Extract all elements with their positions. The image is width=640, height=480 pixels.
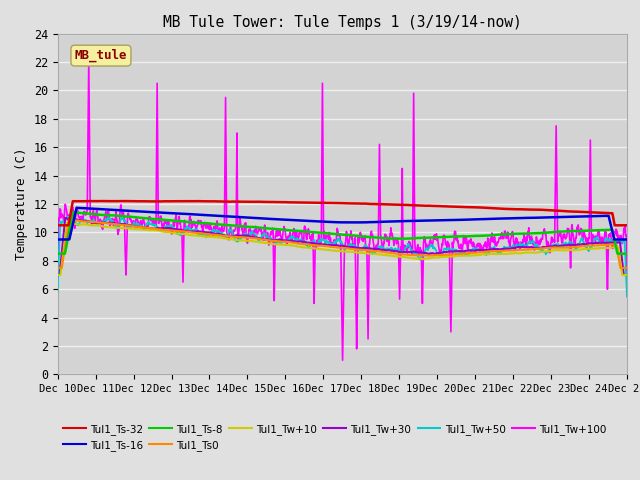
Title: MB Tule Tower: Tule Temps 1 (3/19/14-now): MB Tule Tower: Tule Temps 1 (3/19/14-now… bbox=[163, 15, 522, 30]
Text: MB_tule: MB_tule bbox=[75, 49, 127, 62]
Legend: Tul1_Ts-32, Tul1_Ts-16, Tul1_Ts-8, Tul1_Ts0, Tul1_Tw+10, Tul1_Tw+30, Tul1_Tw+50,: Tul1_Ts-32, Tul1_Ts-16, Tul1_Ts-8, Tul1_… bbox=[63, 424, 606, 451]
Y-axis label: Temperature (C): Temperature (C) bbox=[15, 148, 28, 260]
